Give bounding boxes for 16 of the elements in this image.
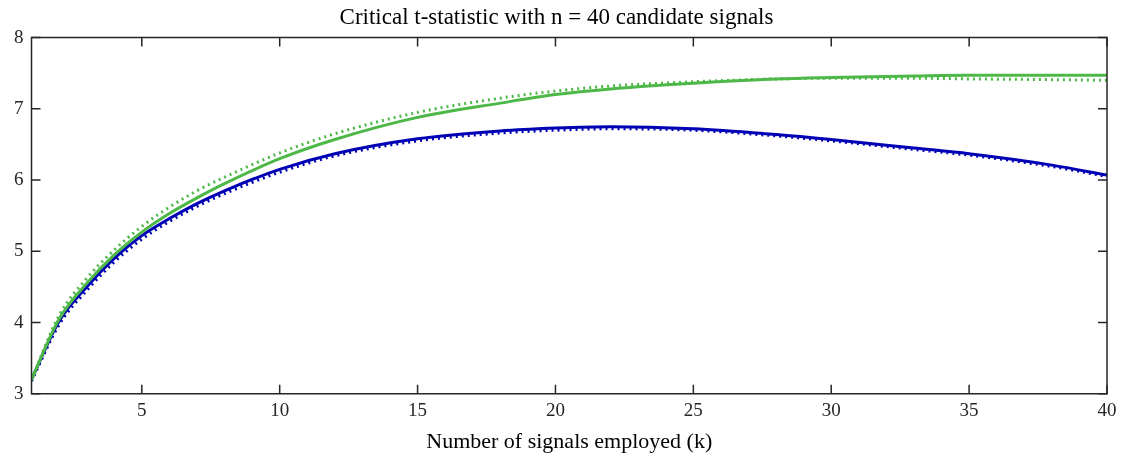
x-tick-label: 35 bbox=[959, 399, 979, 421]
x-axis-title: Number of signals employed (k) bbox=[426, 427, 713, 453]
y-tick-label: 4 bbox=[14, 310, 24, 332]
x-tick-label: 20 bbox=[545, 399, 565, 421]
y-tick-label: 7 bbox=[14, 96, 24, 118]
x-tick-label: 30 bbox=[821, 399, 841, 421]
y-tick-label: 8 bbox=[14, 25, 24, 47]
x-tick-label: 40 bbox=[1097, 399, 1117, 421]
x-tick-label: 15 bbox=[408, 399, 428, 421]
chart-title: Critical t-statistic with n = 40 candidate signals bbox=[339, 3, 774, 29]
y-tick-label: 6 bbox=[14, 168, 24, 190]
x-tick-label: 10 bbox=[270, 399, 290, 421]
y-tick-label: 3 bbox=[14, 381, 24, 403]
y-tick-label: 5 bbox=[14, 239, 24, 261]
x-tick-label: 25 bbox=[683, 399, 703, 421]
x-tick-label: 5 bbox=[137, 399, 147, 421]
